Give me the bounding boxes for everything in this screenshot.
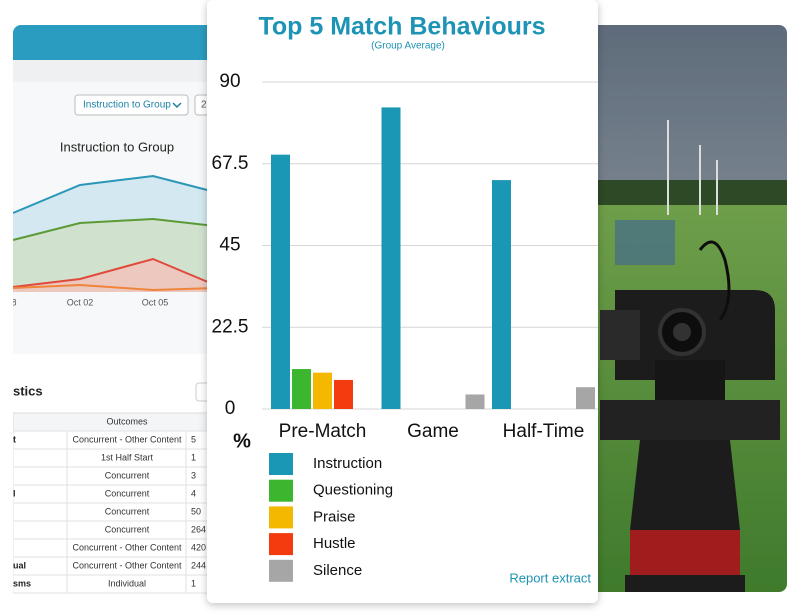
button-label: 2 <box>201 100 207 111</box>
x-tick-label: Half-Time <box>503 421 585 442</box>
row-count: 3 <box>191 470 196 480</box>
y-axis-label: % <box>233 430 251 452</box>
y-tick-label: 45 <box>219 235 240 256</box>
y-tick-label: 0 <box>225 398 236 419</box>
bar <box>313 372 332 409</box>
y-tick-label: 67.5 <box>212 153 249 174</box>
legend-swatch <box>269 533 293 556</box>
x-tick-label: Game <box>407 421 459 442</box>
report-link[interactable]: Report extract <box>509 570 591 585</box>
row-outcome: Concurrent - Other Content <box>72 560 182 570</box>
row-count: 244 <box>191 560 206 570</box>
row-count: 1 <box>191 452 196 462</box>
legend-swatch <box>269 559 293 582</box>
bar <box>465 394 485 409</box>
row-count: 5 <box>191 434 196 444</box>
legend-label: Silence <box>313 562 362 579</box>
bar <box>576 387 595 409</box>
bar <box>492 180 511 409</box>
mini-x-label: Oct 05 <box>142 297 169 307</box>
section-title: stics <box>13 383 43 398</box>
bar <box>334 379 353 409</box>
row-count: 420 <box>191 542 206 552</box>
y-tick-label: 22.5 <box>212 316 249 337</box>
row-outcome: Concurrent <box>105 488 150 498</box>
row-label: sms <box>13 578 31 588</box>
row-label: l <box>13 488 16 498</box>
row-outcome: Concurrent <box>105 506 150 516</box>
x-tick-label: Pre-Match <box>279 421 367 442</box>
table-row <box>13 574 223 594</box>
dropdown-label: Instruction to Group <box>83 100 171 111</box>
dropdown[interactable] <box>74 94 189 116</box>
chart-card <box>207 0 598 603</box>
bar <box>292 369 311 409</box>
row-count: 264 <box>191 524 206 534</box>
table-header: Outcomes <box>106 416 148 426</box>
dashboard: Instruction to Group 2 Instruction to Gr… <box>11 25 223 605</box>
row-label: t <box>13 434 16 444</box>
row-label: ual <box>13 560 26 570</box>
legend-swatch <box>269 479 293 502</box>
row-outcome: Concurrent - Other Content <box>72 542 182 552</box>
row-outcome: 1st Half Start <box>101 452 154 462</box>
legend-label: Praise <box>313 508 356 525</box>
bar <box>271 154 290 409</box>
row-outcome: Concurrent <box>105 524 150 534</box>
row-count: 50 <box>191 506 201 516</box>
legend-label: Hustle <box>313 535 356 552</box>
row-count: 4 <box>191 488 196 498</box>
chart-subtitle: (Group Average) <box>371 41 445 52</box>
mini-chart-title: Instruction to Group <box>60 139 174 154</box>
legend-swatch <box>269 453 293 475</box>
y-tick-label: 90 <box>219 71 240 92</box>
legend-label: Instruction <box>313 455 382 472</box>
row-outcome: Individual <box>108 578 146 588</box>
row-outcome: Concurrent - Other Content <box>72 434 182 444</box>
row-count: 1 <box>191 578 196 588</box>
chart-title: Top 5 Match Behaviours <box>258 13 545 41</box>
mini-x-label: 8 <box>11 297 16 307</box>
legend-swatch <box>269 506 293 529</box>
row-outcome: Concurrent <box>105 470 150 480</box>
bar <box>381 107 401 409</box>
legend-label: Questioning <box>313 482 393 499</box>
photo <box>590 25 787 592</box>
mini-x-label: Oct 02 <box>67 297 94 307</box>
